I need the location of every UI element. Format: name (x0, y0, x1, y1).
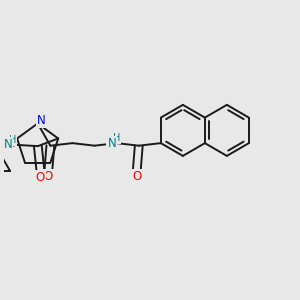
Text: N: N (107, 136, 116, 150)
Text: O: O (36, 171, 45, 184)
Text: H: H (9, 135, 16, 145)
Text: O: O (132, 170, 141, 183)
Text: O: O (44, 170, 53, 183)
Text: N: N (37, 114, 46, 127)
Text: H: H (113, 133, 120, 143)
Text: N: N (4, 138, 12, 151)
